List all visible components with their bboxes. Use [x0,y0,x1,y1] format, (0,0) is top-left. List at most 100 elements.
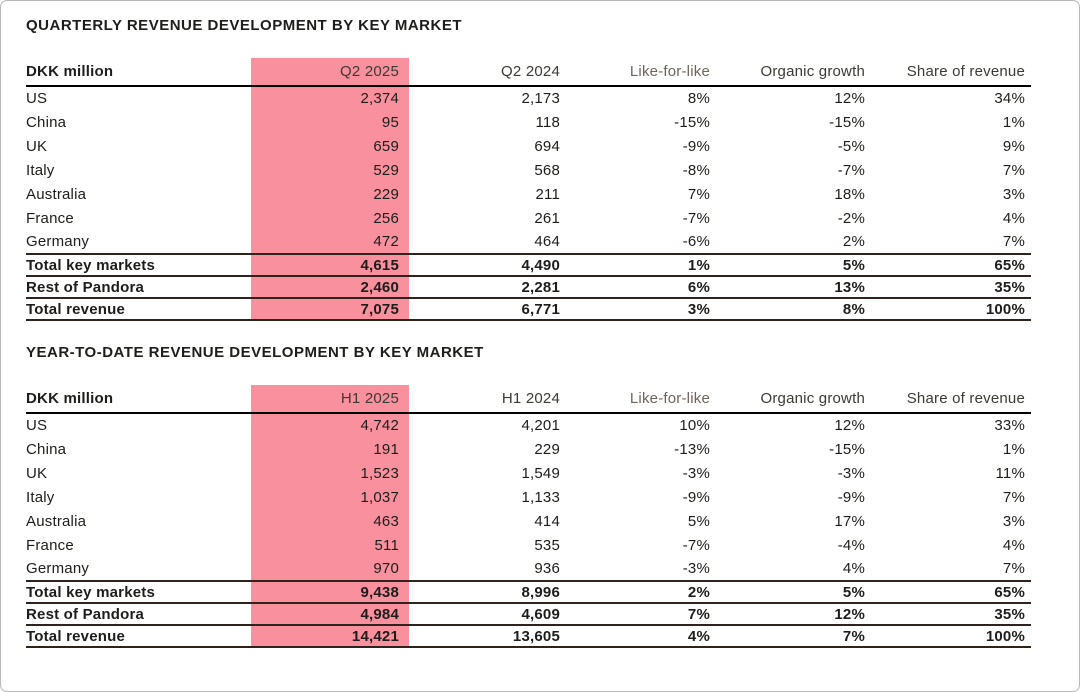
value-cell: 11% [995,464,1025,482]
value-cell: -13% [674,440,710,458]
market-label: Rest of Pandora [26,278,145,296]
value-cell: -15% [829,440,865,458]
value-cell: 535 [534,536,560,554]
value-cell: 568 [534,161,560,179]
value-cell: 936 [534,560,560,577]
value-cell: -7% [682,536,710,554]
market-row: US 4,742 4,201 10% 12% 33% [26,413,1031,437]
value-cell: 118 [535,113,560,131]
value-cell: 3% [1002,512,1025,530]
value-cell: -9% [682,137,710,155]
value-cell: 9,438 [251,581,409,603]
market-label: France [26,209,74,227]
value-cell: 261 [534,209,560,227]
value-cell: 13% [834,278,865,296]
market-label: Rest of Pandora [26,605,145,623]
ytd-revenue-table: DKK million H1 2025 H1 2024 Like-for-lik… [26,385,1031,648]
value-cell: 95 [251,110,409,134]
value-cell: 472 [251,230,409,254]
value-cell: 4% [1002,209,1025,227]
market-row: US 2,374 2,173 8% 12% 34% [26,86,1031,110]
value-cell: 659 [251,134,409,158]
value-cell: 12% [834,605,865,623]
value-cell: 1% [1002,440,1025,458]
value-cell: 2% [687,583,710,601]
value-cell: 7% [842,627,865,645]
value-cell: 4,615 [251,254,409,276]
market-label: Germany [26,233,90,250]
value-cell: 3% [687,300,710,318]
header-row: DKK million H1 2025 H1 2024 Like-for-lik… [26,385,1031,413]
market-label: Australia [26,512,87,530]
value-cell: 5% [842,256,865,274]
value-cell: -15% [829,113,865,131]
value-cell: 12% [834,417,865,434]
value-cell: 4,984 [251,603,409,625]
value-cell: 2% [842,233,865,250]
quarterly-section-title: QUARTERLY REVENUE DEVELOPMENT BY KEY MAR… [26,17,463,34]
value-cell: -7% [837,161,865,179]
value-cell: 10% [679,417,710,434]
value-cell: 229 [251,182,409,206]
value-cell: 2,173 [521,90,560,107]
market-label: Germany [26,560,90,577]
value-cell: 6% [687,278,710,296]
value-cell: 7% [687,185,710,203]
column-header-like-for-like: Like-for-like [629,63,710,80]
column-header-like-for-like: Like-for-like [629,390,710,407]
market-row: China 191 229 -13% -15% 1% [26,437,1031,461]
market-label: UK [26,137,48,155]
value-cell: 256 [251,206,409,230]
value-cell: 7% [1002,488,1025,506]
value-cell: 13,605 [512,627,560,645]
value-cell: 17% [834,512,865,530]
column-header-h1-2025-highlighted: H1 2025 [251,385,409,413]
value-cell: 33% [994,417,1025,434]
total-row: Total revenue 7,075 6,771 3% 8% 100% [26,298,1031,320]
value-cell: 2,460 [251,276,409,298]
column-header-q2-2024: Q2 2024 [501,63,560,80]
value-cell: 35% [994,278,1025,296]
quarterly-revenue-table: DKK million Q2 2025 Q2 2024 Like-for-lik… [26,58,1031,321]
value-cell: 14,421 [251,625,409,647]
header-row: DKK million Q2 2025 Q2 2024 Like-for-lik… [26,58,1031,86]
value-cell: 9% [1002,137,1025,155]
column-header-dkk-million: DKK million [26,63,114,80]
column-header-h1-2024: H1 2024 [501,390,560,407]
value-cell: 694 [534,137,560,155]
value-cell: 7% [1002,233,1025,250]
value-cell: 2,374 [251,86,409,110]
value-cell: 100% [985,627,1025,645]
market-label: UK [26,464,48,482]
value-cell: -3% [837,464,865,482]
value-cell: 6,771 [521,300,560,318]
market-label: China [26,440,67,458]
value-cell: 2,281 [521,278,560,296]
value-cell: 1,549 [521,464,560,482]
column-header-organic-growth: Organic growth [760,390,865,407]
value-cell: -6% [682,233,710,250]
market-row: Italy 529 568 -8% -7% 7% [26,158,1031,182]
market-label: Italy [26,488,55,506]
market-label: Total key markets [26,583,156,601]
value-cell: 4% [687,627,710,645]
value-cell: 65% [994,583,1025,601]
total-row: Total key markets 4,615 4,490 1% 5% 65% [26,254,1031,276]
value-cell: 8% [687,90,710,107]
market-label: China [26,113,67,131]
value-cell: 100% [985,300,1025,318]
value-cell: 7,075 [251,298,409,320]
market-label: Total revenue [26,627,126,645]
market-row: UK 1,523 1,549 -3% -3% 11% [26,461,1031,485]
market-label: Total revenue [26,300,126,318]
market-label: Total key markets [26,256,156,274]
value-cell: 5% [842,583,865,601]
column-header-dkk-million: DKK million [26,390,114,407]
value-cell: 4% [842,560,865,577]
value-cell: 1,037 [251,485,409,509]
ytd-section-title: YEAR-TO-DATE REVENUE DEVELOPMENT BY KEY … [26,344,484,361]
value-cell: 7% [1002,161,1025,179]
value-cell: 4,609 [521,605,560,623]
value-cell: 211 [535,185,560,203]
value-cell: 7% [687,605,710,623]
